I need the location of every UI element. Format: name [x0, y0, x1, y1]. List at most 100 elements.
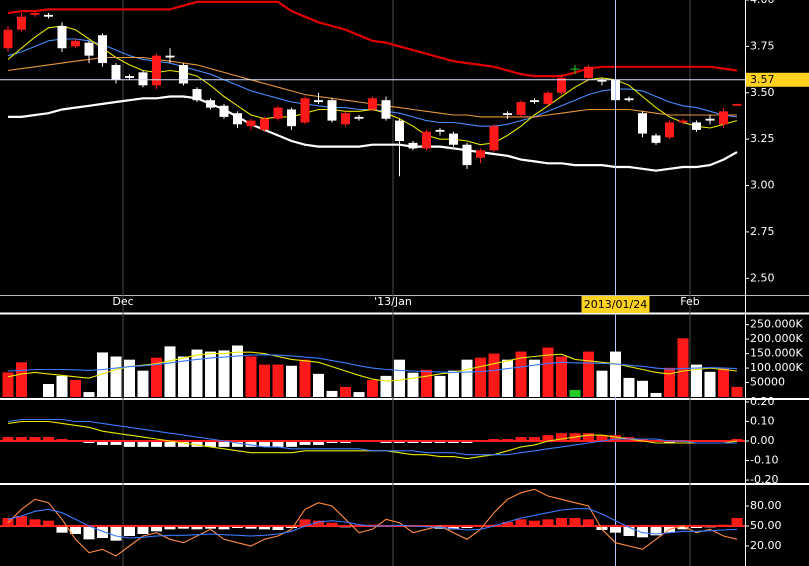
- y-tick-label: 2.50: [750, 271, 775, 284]
- histogram-bar: [164, 526, 176, 530]
- candle-body: [327, 100, 337, 121]
- volume-bar: [70, 379, 81, 397]
- volume-bar: [151, 357, 162, 397]
- volume-bar: [542, 347, 554, 397]
- histogram-bar: [299, 441, 311, 445]
- histogram-bar: [97, 526, 108, 538]
- volume-bar: [299, 359, 311, 397]
- y-tick-label: 3.00: [750, 179, 775, 192]
- candle-body: [111, 64, 121, 80]
- volume-bar: [704, 371, 716, 397]
- crosshair-price-box: [746, 72, 809, 87]
- candle-body: [381, 100, 391, 119]
- histogram-bar: [515, 519, 527, 526]
- candle-body: [84, 42, 94, 56]
- histogram-bar: [272, 526, 284, 530]
- histogram-bar: [29, 437, 41, 441]
- candle-body: [462, 144, 472, 166]
- histogram-bar: [259, 526, 270, 530]
- y-tick-label: 0.00: [750, 434, 775, 447]
- candle-body: [395, 120, 404, 142]
- histogram-bar: [529, 520, 540, 526]
- candle-body: [152, 55, 161, 86]
- histogram-bar: [596, 435, 608, 441]
- volume-bar: [488, 353, 500, 397]
- histogram-bar: [448, 526, 459, 530]
- candle-body: [300, 98, 310, 123]
- indicator-line: [7, 418, 737, 456]
- histogram-bar: [623, 526, 635, 536]
- histogram-bar: [97, 441, 108, 445]
- histogram-bar: [191, 441, 203, 447]
- candle-body: [30, 12, 40, 15]
- candle-body: [435, 129, 445, 132]
- candle-body: [651, 135, 661, 143]
- histogram-bar: [178, 441, 189, 447]
- y-tick-label: 20.00: [750, 539, 782, 552]
- y-tick-label: 200.000K: [750, 332, 803, 345]
- histogram-bar: [43, 520, 54, 526]
- candle-body: [449, 133, 458, 145]
- histogram-bar: [286, 441, 297, 447]
- candle-body: [719, 111, 728, 125]
- volume-bar: [502, 359, 513, 397]
- volume-bar: [691, 364, 702, 397]
- histogram-bar: [245, 441, 257, 447]
- histogram-bar: [610, 526, 621, 533]
- volume-bar: [340, 386, 351, 397]
- histogram-bar: [218, 526, 230, 530]
- histogram-bar: [70, 526, 81, 534]
- histogram-bar: [137, 441, 149, 447]
- volume-bar: [2, 372, 14, 397]
- volume-bar: [110, 356, 122, 397]
- candle-body: [557, 77, 566, 93]
- volume-bar: [326, 390, 338, 397]
- candle-body: [476, 150, 485, 158]
- histogram-bar: [569, 518, 581, 526]
- histogram-bar: [731, 518, 743, 526]
- histogram-bar: [556, 433, 567, 441]
- candle-body: [624, 98, 634, 101]
- volume-bar: [475, 357, 486, 397]
- y-tick-label: 80.00: [750, 499, 782, 512]
- candle-body: [503, 113, 512, 116]
- histogram-bar: [542, 519, 554, 526]
- candle-body: [705, 118, 715, 121]
- volume-bar: [380, 375, 392, 397]
- histogram-bar: [205, 441, 216, 447]
- candle-body: [125, 76, 134, 78]
- candle-body: [273, 107, 283, 119]
- candle-body: [678, 120, 688, 123]
- histogram-bar: [542, 435, 554, 441]
- histogram-bar: [583, 433, 594, 441]
- histogram-bar: [529, 437, 540, 441]
- candle-body: [732, 103, 742, 106]
- y-tick-label: 4.00: [750, 0, 775, 6]
- histogram-bar: [110, 526, 122, 541]
- volume-bar: [218, 350, 230, 397]
- histogram-bar: [218, 441, 230, 447]
- volume-bar: [434, 375, 446, 397]
- histogram-bar: [232, 441, 243, 447]
- candle-body: [530, 100, 539, 103]
- volume-bar: [83, 392, 95, 397]
- crosshair-date-label: 2013/01/24: [584, 298, 647, 311]
- volume-bar: [664, 367, 675, 397]
- histogram-bar: [151, 441, 162, 447]
- volume-bar: [245, 356, 257, 397]
- histogram-bar: [83, 526, 95, 540]
- x-tick-label: Dec: [112, 295, 133, 308]
- y-tick-label: 0.10: [750, 414, 775, 427]
- histogram-bar: [151, 526, 162, 532]
- candle-body: [287, 109, 296, 127]
- histogram-bar: [272, 441, 284, 447]
- volume-bar: [313, 373, 324, 397]
- y-tick-label: 250.000K: [750, 318, 803, 331]
- candle-body: [368, 98, 377, 110]
- y-tick-label: 3.25: [750, 132, 775, 145]
- volume-bar: [461, 359, 473, 397]
- volume-bar: [367, 379, 378, 397]
